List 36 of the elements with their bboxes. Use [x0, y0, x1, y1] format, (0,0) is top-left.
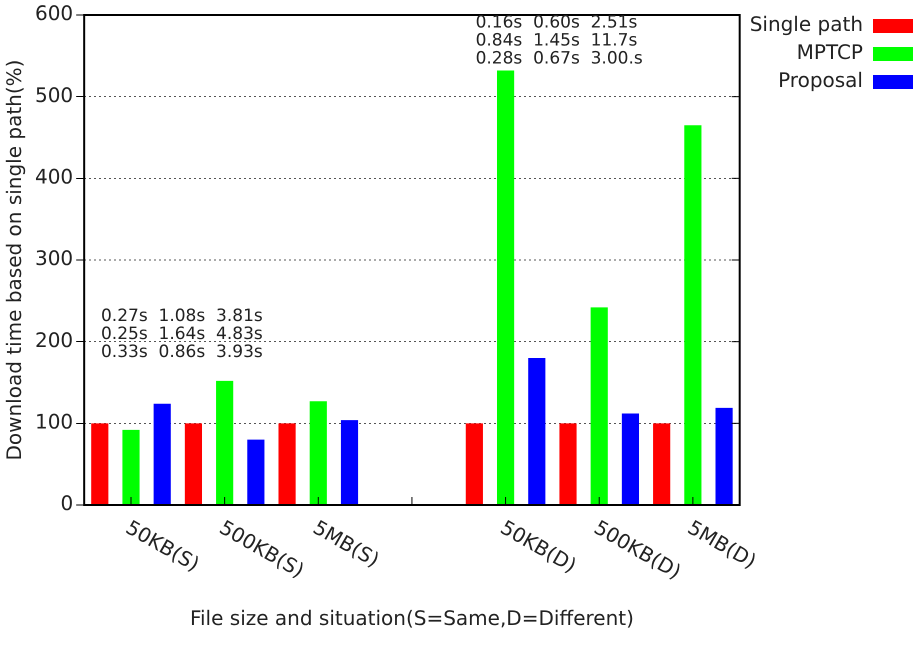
bar	[653, 423, 670, 504]
bar	[622, 414, 640, 504]
y-tick-label: 600	[34, 1, 74, 26]
legend-label: Single path	[750, 12, 863, 36]
legend-label: MPTCP	[796, 40, 863, 64]
annotation: 0.25s 1.64s 4.83s	[100, 324, 263, 344]
y-axis-title: Download time based on single path(%)	[2, 60, 26, 460]
bar	[216, 380, 234, 504]
bar	[340, 420, 358, 504]
y-tick-label: 100	[34, 410, 74, 434]
bar	[184, 423, 202, 504]
annotation: 0.16s 0.60s 2.51s	[476, 12, 638, 32]
bar	[122, 430, 140, 504]
y-tick-label: 0	[60, 491, 74, 516]
bar	[91, 423, 108, 504]
bar	[496, 70, 514, 504]
legend-label: Proposal	[778, 68, 863, 92]
annotation: 0.28s 0.67s 3.00.s	[476, 48, 643, 68]
bar	[559, 423, 577, 504]
bar	[154, 404, 171, 504]
annotation: 0.84s 1.45s 11.7s	[476, 30, 638, 50]
annotation: 0.27s 1.08s 3.81s	[100, 306, 263, 326]
bar	[278, 423, 296, 504]
x-axis-title: File size and situation(S=Same,D=Different)	[190, 606, 634, 630]
bar	[590, 307, 608, 504]
bar	[684, 125, 702, 504]
bar	[247, 440, 264, 504]
y-tick-label: 300	[34, 246, 74, 270]
y-tick-label: 400	[34, 164, 74, 189]
bar	[466, 423, 483, 504]
bar	[310, 401, 327, 504]
y-tick-label: 200	[34, 328, 74, 352]
annotation: 0.33s 0.86s 3.93s	[100, 342, 263, 362]
bar	[528, 358, 546, 504]
y-tick-label: 500	[34, 82, 74, 107]
bar	[716, 408, 733, 504]
